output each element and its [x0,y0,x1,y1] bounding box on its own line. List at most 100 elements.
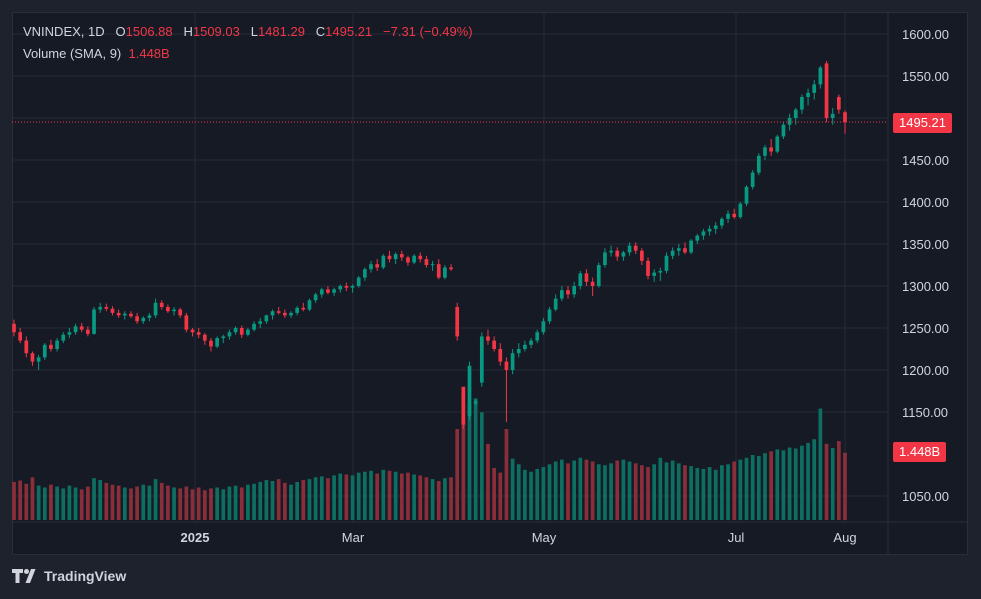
candle-body [135,316,139,322]
volume-bar [443,478,447,520]
candle-body [399,254,404,258]
close-label: C [315,24,326,39]
time-axis[interactable]: 2025 Mar May Jul Aug [181,530,857,545]
volume-bar [652,464,657,520]
candle-body [627,245,632,253]
candle-body [461,386,466,425]
candle-body [172,309,176,312]
candle-body [159,302,164,307]
candle-body [824,63,829,118]
candles[interactable] [12,60,847,429]
volume-bar [276,479,281,520]
candle-body [233,328,238,333]
volume-bar [264,480,269,520]
candle-body [664,255,669,271]
candle-body [443,267,447,278]
candle-body [529,340,533,345]
candle-body [787,118,792,125]
close-value: 1495.21 [325,24,373,39]
volume-bar [221,489,226,520]
volume-bar [18,480,23,520]
candle-body [282,312,287,316]
volume-bar [713,469,718,520]
volume-bar [541,467,546,520]
candle-body [49,344,53,349]
y-tick-label: 1350.00 [902,237,949,252]
volume-bar [313,477,318,520]
candle-body [621,252,626,257]
candle-body [166,307,170,312]
candle-body [122,313,127,316]
candle-body [338,286,343,290]
tradingview-logo[interactable]: TradingView [12,568,126,584]
volume-bar [701,468,706,520]
candle-body [436,264,441,278]
candle-body [73,326,78,333]
candle-body [510,353,515,370]
candle-body [252,323,256,330]
candle-body [683,248,687,253]
volume-bar [190,489,195,520]
candle-body [184,315,189,330]
candle-body [313,294,318,301]
candle-body [116,312,121,316]
y-tick-label: 1200.00 [902,363,949,378]
volume-bar [344,474,349,520]
candle-body [781,124,786,137]
candle-body [215,338,219,347]
candle-body [676,248,681,251]
y-tick-label: 1600.00 [902,27,949,42]
volume-bar [738,459,743,520]
candle-body [843,112,847,123]
candle-body [449,267,453,270]
candle-body [393,254,398,260]
volume-bar [664,462,669,520]
candle-body [800,97,804,110]
volume-bar [726,464,730,520]
volume-bar [510,458,515,520]
volume-bar [800,445,804,520]
candle-body [381,255,386,268]
volume-bar [473,398,478,520]
volume-bar [215,487,219,520]
volume-bar [307,479,312,520]
volume-bar [270,481,275,520]
candle-body [270,311,275,316]
candle-body [209,340,213,347]
candle-body [498,349,503,362]
volume-label: Volume (SMA, 9) [23,46,122,61]
volume-bar [486,443,490,520]
volume-bar [553,461,558,520]
candle-body [720,218,724,226]
candle-body [713,225,718,229]
candle-body [98,307,103,310]
volume-bar [818,408,823,520]
volume-bar [670,460,675,520]
candle-body [609,250,613,253]
candle-body [479,336,484,383]
volume-bar [98,480,103,520]
candle-body [504,361,509,370]
volume-bar [12,481,16,520]
volume-bar [55,486,59,520]
chart-svg[interactable]: 1600.001550.001500.001450.001400.001350.… [12,12,968,555]
price-axis[interactable]: 1600.001550.001500.001450.001400.001350.… [902,27,949,504]
candle-body [486,336,490,341]
volume-bar [332,475,336,520]
volume-bar [603,465,607,520]
y-tick-label: 1150.00 [902,405,948,420]
candle-body [61,334,66,341]
volume-bar [683,465,687,520]
volume-bar [455,429,460,520]
volume-bar [49,484,53,520]
volume-bar [350,475,355,520]
candle-body [812,84,817,93]
brand-name: TradingView [44,568,127,584]
volume-bar [86,486,90,520]
candle-body [190,329,195,333]
volume-bar [633,463,638,520]
candle-body [350,286,355,288]
volume-bar [781,450,786,520]
volume-bar [227,486,232,520]
volume-bar [418,475,423,520]
